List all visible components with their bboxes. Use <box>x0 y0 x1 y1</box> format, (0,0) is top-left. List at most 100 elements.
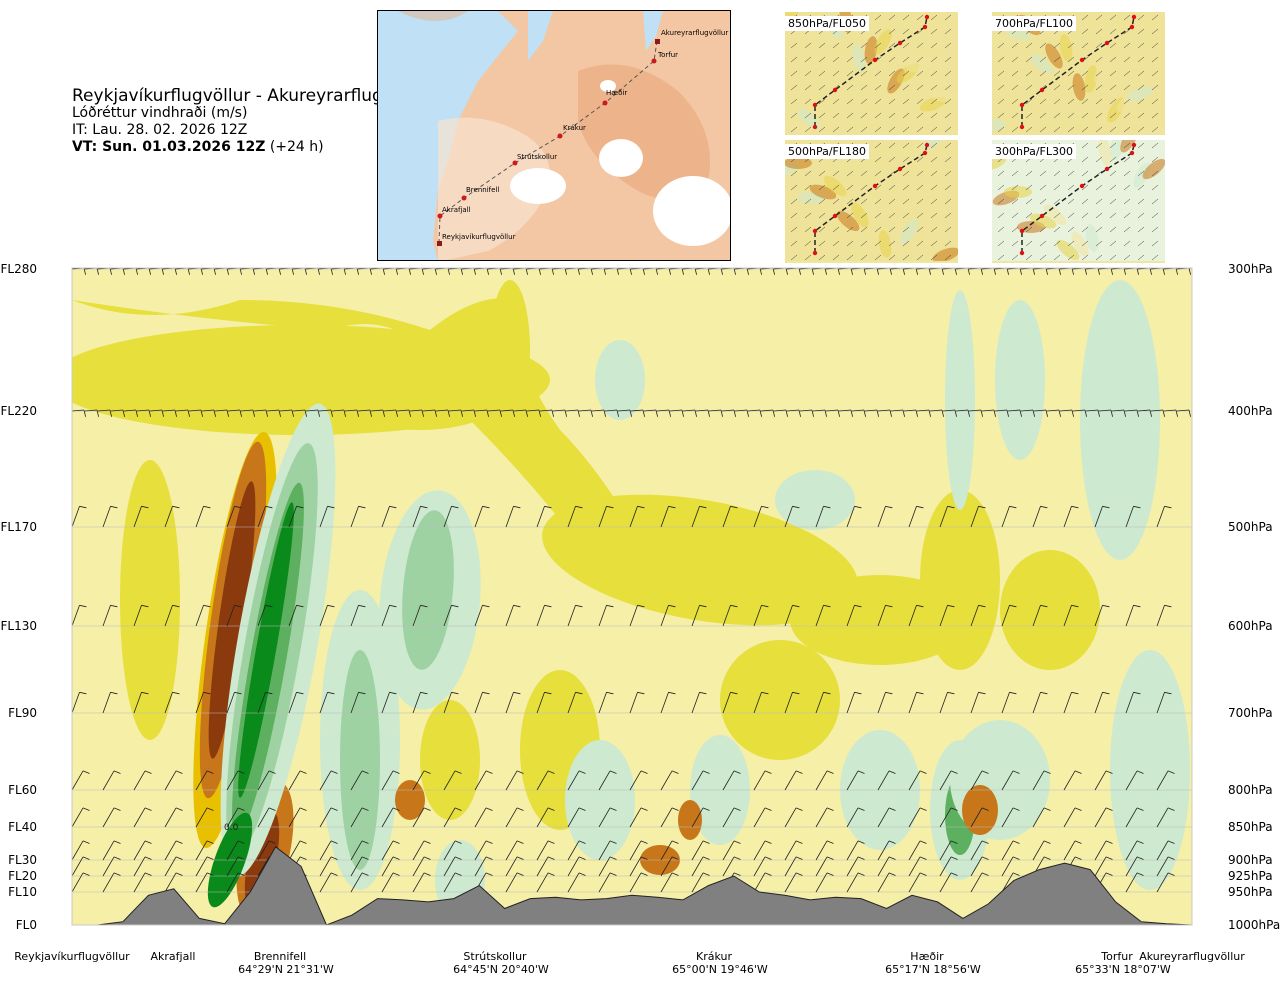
level-panel-850-wind-barb <box>916 84 924 91</box>
level-panel-700-wind-barb <box>1137 56 1145 63</box>
wind-barb-flag <box>798 409 801 417</box>
wind-barb <box>536 604 552 627</box>
wind-barb-flag <box>395 267 398 275</box>
wind-barb <box>567 505 583 528</box>
wind-barb <box>691 807 710 828</box>
wind-barb-flag <box>358 604 366 608</box>
level-panel-500-wind-barb <box>832 198 840 205</box>
wind-barb <box>257 505 273 528</box>
wind-barb <box>660 691 676 714</box>
wind-barb-flag <box>82 807 90 811</box>
wind-barb-flag <box>967 409 970 417</box>
wind-barb-shaft <box>318 409 332 412</box>
wind-barb-flag <box>144 770 152 774</box>
wind-barb <box>1001 872 1020 893</box>
jet-updraft-2 <box>320 330 520 430</box>
wind-barb-flag <box>795 872 803 876</box>
level-panel-700-field-blob <box>992 35 1019 47</box>
wind-barb <box>175 409 190 417</box>
wind-barb-shaft <box>257 840 270 861</box>
wind-barb-flag <box>761 505 769 509</box>
level-panel-300-waypoint <box>1019 250 1025 256</box>
level-panel-850-wind-barb <box>790 98 798 105</box>
wind-barb-flag <box>564 409 567 417</box>
wind-barb-shaft <box>133 856 146 877</box>
wind-barb <box>567 872 586 893</box>
wind-barb-flag <box>473 409 476 417</box>
wind-barb-shaft <box>505 692 514 714</box>
wind-barb-flag <box>578 840 586 844</box>
wind-barb-shaft <box>412 692 421 714</box>
wind-barb-shaft <box>877 807 890 828</box>
wind-barb-flag <box>392 872 400 876</box>
wind-barb-shaft <box>753 840 766 861</box>
level-panel-300: 300hPa/FL300 <box>992 140 1165 263</box>
wind-barb-flag <box>113 807 121 811</box>
wind-barb-shaft <box>1156 872 1169 893</box>
level-panel-300-wind-barb <box>1109 156 1117 163</box>
wind-barb-flag <box>564 267 567 275</box>
wind-barb-flag <box>343 267 346 275</box>
wind-barb-shaft <box>164 807 177 828</box>
wind-barb-shaft <box>71 409 85 412</box>
wind-barb-flag <box>798 267 801 275</box>
level-panel-500-field-blob <box>878 230 892 258</box>
level-panel-500-wind-barb <box>860 212 868 219</box>
level-panel-850-wind-barb <box>902 112 910 119</box>
wind-barb-shaft <box>443 872 456 893</box>
wind-barb-shaft <box>214 409 228 412</box>
wind-barb <box>505 505 521 528</box>
level-panel-700-waypoint <box>1079 57 1085 63</box>
wind-barb <box>1007 409 1022 417</box>
wind-barb-flag <box>447 409 450 417</box>
level-panel-500-wind-barb <box>874 142 882 149</box>
wind-barb-shaft <box>753 506 762 528</box>
level-panel-300-wind-barb <box>1151 212 1159 219</box>
wind-barb-flag <box>206 807 214 811</box>
wind-barb <box>908 840 927 861</box>
wind-barb <box>164 856 183 877</box>
wind-barb-flag <box>327 691 335 695</box>
level-panel-700-wind-barb <box>1039 42 1047 49</box>
wind-barb <box>474 604 490 627</box>
level-panel-700-wind-barb <box>1039 98 1047 105</box>
map-label-akureyri: Akureyrarflugvöllur <box>661 29 728 37</box>
wind-barb-shaft <box>133 770 146 791</box>
wind-barb-flag <box>759 267 762 275</box>
wind-barb-shaft <box>381 770 394 791</box>
wind-barb-flag <box>423 872 431 876</box>
downdraft-c-core <box>340 650 380 870</box>
level-panel-850-field-blob <box>852 44 866 72</box>
wind-barb-flag <box>967 267 970 275</box>
wind-barb-flag <box>144 856 152 860</box>
wind-barb <box>691 505 707 528</box>
level-panel-700-wind-barb <box>1151 56 1159 63</box>
wind-barb-flag <box>454 807 462 811</box>
wind-barb <box>877 840 896 861</box>
level-panel-500-wind-barb <box>888 184 896 191</box>
wind-barb-shaft <box>1033 409 1047 412</box>
level-panel-300-wind-barb <box>1123 142 1131 149</box>
wind-barb-flag <box>637 505 645 509</box>
wind-barb <box>908 604 924 627</box>
wind-barb-shaft <box>955 409 969 412</box>
wind-barb-flag <box>733 409 736 417</box>
wind-barb-flag <box>764 840 772 844</box>
wind-barb-flag <box>268 807 276 811</box>
wind-barb-shaft <box>722 770 735 791</box>
wind-barb-flag <box>206 840 214 844</box>
wind-barb <box>1163 409 1178 417</box>
level-panel-700-wind-barb <box>1151 84 1159 91</box>
wind-barb-flag <box>1074 770 1082 774</box>
level-panel-700-wind-barb <box>1067 84 1075 91</box>
wind-barb <box>513 409 528 417</box>
wind-barb-flag <box>785 267 788 275</box>
wind-barb-shaft <box>815 872 828 893</box>
wind-barb <box>536 856 555 877</box>
wind-barb <box>253 409 268 417</box>
wind-barb <box>660 505 676 528</box>
wind-barb-shaft <box>1001 856 1014 877</box>
wind-barb-shaft <box>567 506 576 528</box>
wind-barb <box>279 409 294 417</box>
wind-barb-shaft <box>102 770 115 791</box>
